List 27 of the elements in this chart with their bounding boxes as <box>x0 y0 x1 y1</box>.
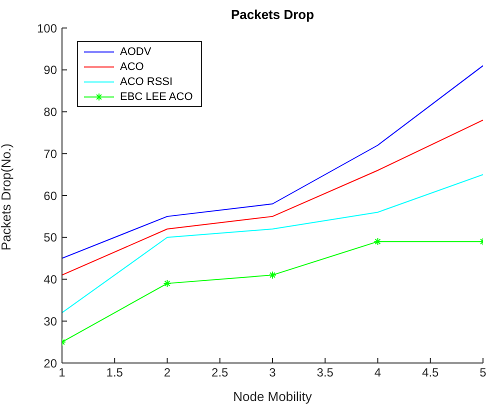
x-tick-label: 4.5 <box>422 366 440 380</box>
y-tick-label: 30 <box>44 314 58 328</box>
x-axis-title: Node Mobility <box>233 389 312 404</box>
line-series <box>62 174 483 314</box>
y-tick-label: 90 <box>44 63 58 78</box>
x-tick-label: 2 <box>164 366 171 380</box>
x-tick-label: 2.5 <box>212 366 229 380</box>
y-tick-label: 50 <box>44 230 58 245</box>
legend-label: ACO <box>120 60 144 72</box>
x-tick-label: 3.5 <box>316 366 334 380</box>
chart-title: Packets Drop <box>230 7 316 22</box>
y-tick-label: 80 <box>44 105 58 120</box>
y-tick-label: 100 <box>36 21 58 36</box>
y-tick-label: 40 <box>44 272 58 287</box>
legend-label: EBC LEE ACO <box>120 90 193 102</box>
x-tick-label: 1 <box>58 366 66 380</box>
x-tick-label: 1.5 <box>106 366 124 380</box>
x-tick-label: 3 <box>269 366 276 380</box>
y-axis-title: Packets Drop(No.) <box>0 144 14 250</box>
line-series <box>62 120 483 276</box>
x-tick-label: 4 <box>374 366 382 380</box>
y-tick-label: 60 <box>44 188 58 203</box>
x-tick-label: 5 <box>480 366 487 380</box>
y-tick-label: 70 <box>44 146 58 161</box>
legend-label: ACO RSSI <box>120 76 173 88</box>
y-tick-label: 20 <box>44 356 58 370</box>
legend-label: AODV <box>120 46 152 58</box>
